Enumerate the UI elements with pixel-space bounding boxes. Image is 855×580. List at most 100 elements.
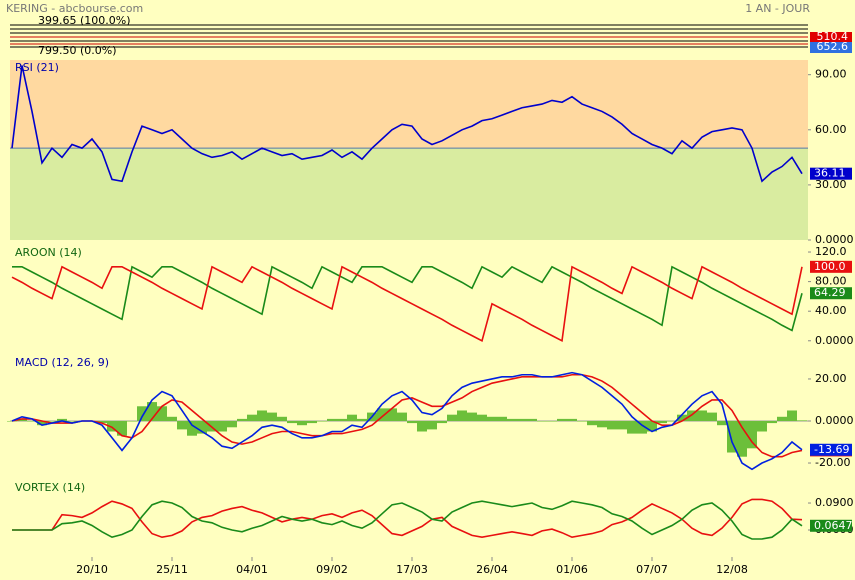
histogram-bar	[747, 420, 757, 449]
histogram-bar	[357, 418, 367, 421]
series-line	[11, 265, 803, 343]
histogram-bar	[597, 420, 607, 428]
histogram-bar	[347, 414, 357, 421]
histogram-bar	[677, 414, 687, 421]
histogram-bar	[267, 412, 277, 421]
x-tick-label: 25/11	[156, 563, 188, 576]
histogram-bar	[217, 420, 227, 432]
histogram-bar	[467, 412, 477, 421]
x-tick-label: 07/07	[636, 563, 668, 576]
histogram-bar	[497, 416, 507, 421]
last-value-label: 100.0	[814, 260, 846, 273]
histogram-bar	[707, 412, 717, 421]
histogram-bar	[257, 410, 267, 421]
last-price-box	[810, 42, 852, 53]
histogram-bar	[687, 410, 697, 421]
histogram-bar	[577, 420, 587, 422]
x-tick-label: 20/10	[76, 563, 108, 576]
price-panel: 399.65 (100.0%) 799.50 (0.0%)	[10, 14, 808, 57]
series-line	[12, 265, 803, 332]
histogram-bar	[7, 420, 17, 422]
histogram-bar	[507, 418, 517, 421]
histogram-bar	[37, 420, 47, 426]
histogram-bar	[557, 418, 567, 421]
last-price-label: 652.6	[817, 40, 849, 53]
series-line	[11, 65, 803, 183]
histogram-bar	[307, 420, 317, 424]
histogram-bar	[157, 406, 167, 421]
histogram-bar	[277, 416, 287, 421]
histogram-bar	[667, 420, 677, 422]
x-tick-label: 17/03	[396, 563, 428, 576]
histogram-bar	[377, 408, 387, 421]
histogram-bar	[657, 420, 667, 424]
y-tick-label: -20.00	[815, 456, 850, 469]
series-line	[12, 500, 803, 540]
histogram-bar	[337, 418, 347, 421]
last-price-box	[810, 32, 852, 43]
y-tick-label: 80.00	[815, 275, 847, 288]
x-tick-label: 09/02	[316, 563, 348, 576]
y-tick-label: 90.00	[815, 68, 847, 81]
histogram-bar	[717, 420, 727, 426]
x-tick-label: 26/04	[476, 563, 508, 576]
level-label: 799.50 (0.0%)	[38, 44, 117, 57]
y-tick-label: 60.00	[815, 123, 847, 136]
histogram-bar	[797, 420, 807, 421]
histogram-bar	[427, 420, 437, 430]
series-line	[11, 371, 803, 471]
histogram-bar	[587, 420, 597, 426]
zone-below	[10, 148, 808, 240]
period: 1 AN - JOUR	[745, 2, 810, 15]
histogram-bar	[47, 420, 57, 422]
last-value-box	[810, 443, 852, 456]
histogram-bar	[567, 418, 577, 421]
histogram-bar	[97, 420, 107, 424]
histogram-bar	[147, 402, 157, 421]
panel-title: VORTEX (14)	[15, 481, 85, 494]
histogram-bar	[647, 420, 657, 432]
last-value-box	[810, 260, 852, 273]
y-tick-label: 120.0	[815, 245, 847, 258]
x-tick-label: 12/08	[716, 563, 748, 576]
last-value-label: -13.69	[814, 443, 849, 456]
histogram-bar	[227, 420, 237, 428]
histogram-bar	[487, 416, 497, 421]
y-tick-label: 0.0000	[815, 334, 854, 347]
series-line	[12, 498, 803, 539]
histogram-bar	[407, 420, 417, 424]
y-tick-label: 40.00	[815, 304, 847, 317]
histogram-bar	[697, 410, 707, 421]
histogram-bar	[117, 420, 127, 436]
x-tick-label: 01/06	[556, 563, 588, 576]
histogram-bar	[527, 418, 537, 421]
level-label: 399.65 (100.0%)	[38, 14, 131, 27]
histogram-bar	[447, 414, 457, 421]
histogram-bar	[457, 410, 467, 421]
histogram-bar	[637, 420, 647, 434]
histogram-bar	[327, 418, 337, 421]
histogram-bar	[417, 420, 427, 432]
histogram-bar	[537, 420, 547, 422]
panel-title: RSI (21)	[15, 61, 59, 74]
page-title: KERING - abcbourse.com	[6, 2, 143, 15]
last-value-box	[810, 519, 852, 532]
x-tick-label: 04/01	[236, 563, 268, 576]
histogram-bar	[197, 420, 207, 434]
histogram-bar	[547, 420, 557, 422]
histogram-bar	[297, 420, 307, 426]
histogram-bar	[207, 420, 217, 432]
y-tick-label: 0.0900	[815, 496, 854, 509]
panel-title: AROON (14)	[15, 246, 82, 259]
histogram-bar	[477, 414, 487, 421]
panel-title: MACD (12, 26, 9)	[15, 356, 109, 369]
histogram-bar	[787, 410, 797, 421]
histogram-bar	[617, 420, 627, 430]
histogram-bar	[727, 420, 737, 453]
last-value-label: 36.11	[814, 167, 846, 180]
histogram-bar	[767, 420, 777, 424]
histogram-bar	[107, 420, 117, 432]
indicator-panel: 120.0 80.00 40.00 0.0000 64.29 100.0 AROON (14…	[11, 245, 854, 347]
